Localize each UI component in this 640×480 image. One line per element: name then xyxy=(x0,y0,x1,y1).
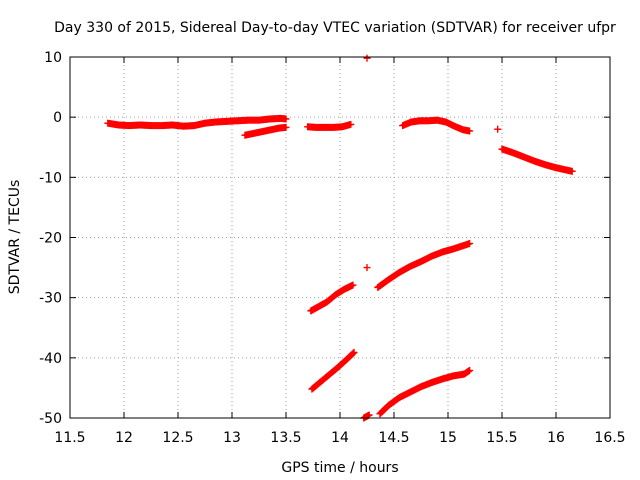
plot-frame xyxy=(69,56,611,419)
y-tick-label: -30 xyxy=(39,291,62,307)
series-arc-5 xyxy=(399,116,474,135)
y-tick-label: -50 xyxy=(39,411,62,427)
y-axis-label: SDTVAR / TECUs xyxy=(7,180,23,295)
series-arc-10 xyxy=(374,240,474,291)
x-axis-label: GPS time / hours xyxy=(281,460,398,476)
x-tick-label: 15.5 xyxy=(486,430,517,446)
data-point xyxy=(466,366,474,374)
series-arc-3 xyxy=(304,120,355,131)
data-point xyxy=(466,240,474,248)
series-arc-8 xyxy=(307,281,357,315)
y-tick-label: -40 xyxy=(39,351,62,367)
data-point xyxy=(568,167,576,175)
series-arc-9 xyxy=(363,264,371,272)
y-tick-label: 0 xyxy=(53,110,62,126)
data-point xyxy=(494,125,502,133)
data-point xyxy=(349,349,357,357)
x-tick-label: 12 xyxy=(115,430,133,446)
x-tick-label: 16 xyxy=(547,430,565,446)
x-tick-label: 13.5 xyxy=(270,430,301,446)
y-tick-label: 10 xyxy=(44,50,62,66)
series-arc-13 xyxy=(376,366,474,418)
y-tick-label: -20 xyxy=(39,231,62,247)
data-point xyxy=(347,120,355,128)
data-point xyxy=(350,348,358,356)
series-arc-7 xyxy=(498,145,576,175)
data-point xyxy=(466,127,474,135)
x-tick-label: 13 xyxy=(223,430,241,446)
points-layer xyxy=(104,54,576,422)
x-tick-label: 15 xyxy=(439,430,457,446)
data-point xyxy=(363,264,371,272)
x-tick-label: 14 xyxy=(331,430,349,446)
x-tick-label: 12.5 xyxy=(162,430,193,446)
x-tick-label: 11.5 xyxy=(54,430,85,446)
x-tick-label: 16.5 xyxy=(594,430,625,446)
series-arc-6 xyxy=(494,125,502,133)
data-point xyxy=(363,54,371,62)
data-point xyxy=(282,115,290,123)
series-arc-2 xyxy=(241,123,290,139)
y-tick-label: -10 xyxy=(39,170,62,186)
x-tick-label: 14.5 xyxy=(378,430,409,446)
series-arc-12 xyxy=(360,411,373,422)
chart-title: Day 330 of 2015, Sidereal Day-to-day VTE… xyxy=(54,20,616,36)
data-point xyxy=(349,281,357,289)
series-arc-11 xyxy=(308,348,358,393)
data-point xyxy=(365,411,373,419)
axis-layer: 11.5 12 12.5 13 13.5 14 14.5 15 15.5 16 16.5 10 0 -10… xyxy=(39,50,625,446)
series-arc-1 xyxy=(104,114,290,130)
series-arc-4 xyxy=(363,54,371,62)
data-point xyxy=(282,123,290,131)
